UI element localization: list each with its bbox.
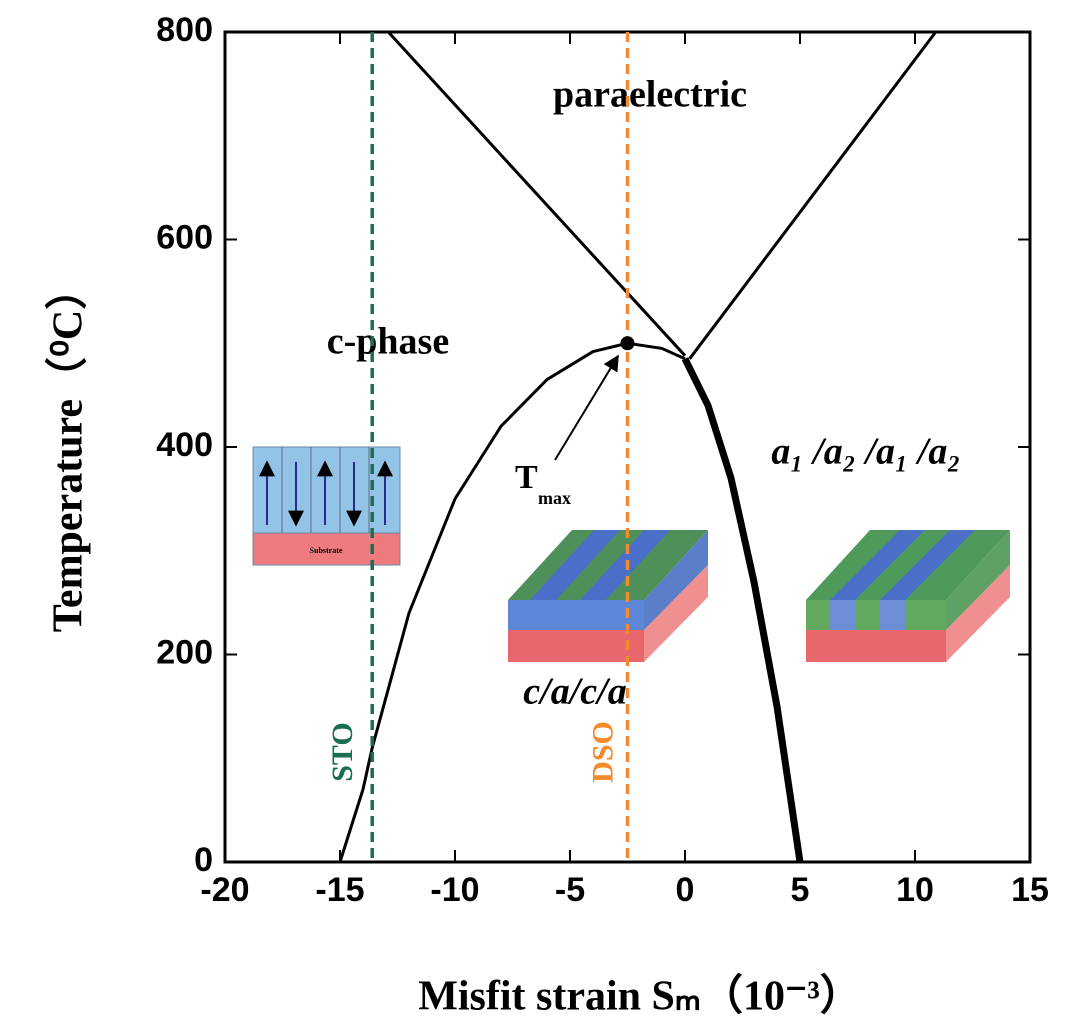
inset-cac	[508, 530, 708, 662]
annotation: a₁ /a₂ /a₁ /a₂	[771, 431, 960, 473]
x-tick-label: -5	[555, 871, 585, 909]
x-tick-label: 15	[1011, 871, 1049, 909]
y-tick-label: 400	[156, 426, 213, 464]
tmax-label: T	[515, 459, 538, 496]
pointer-arrow	[554, 354, 619, 461]
phase-boundary	[681, 357, 804, 863]
y-tick-label: 600	[156, 218, 213, 256]
annotation: paraelectric	[553, 74, 747, 116]
y-tick-label: 0	[194, 841, 213, 879]
x-tick-label: 10	[896, 871, 934, 909]
reference-label: STO	[326, 722, 359, 782]
y-tick-label: 800	[156, 11, 213, 49]
tmax-sub: max	[538, 488, 571, 508]
phase-boundary	[688, 31, 937, 360]
inset-label: Substrate	[310, 546, 343, 555]
tmax-point	[620, 336, 635, 351]
plot-area	[338, 30, 937, 863]
y-axis-label: Temperature（⁰C）	[45, 268, 92, 632]
phase-boundary	[338, 341, 686, 863]
x-axis-label: Misfit strain Sₘ（10⁻³）	[418, 973, 862, 1020]
inset-c-phase	[252, 446, 401, 566]
reference-label: DSO	[586, 721, 619, 783]
inset-a1a2	[806, 530, 1010, 662]
x-tick-label: -10	[430, 871, 479, 909]
x-tick-label: 5	[791, 871, 810, 909]
x-tick-label: -15	[315, 871, 364, 909]
annotation: c-phase	[327, 321, 449, 363]
x-tick-label: 0	[676, 871, 695, 909]
y-tick-label: 200	[156, 633, 213, 671]
annotation: c/a/c/a	[523, 671, 626, 713]
phase-boundary	[387, 30, 687, 357]
x-tick-label: -20	[200, 871, 249, 909]
